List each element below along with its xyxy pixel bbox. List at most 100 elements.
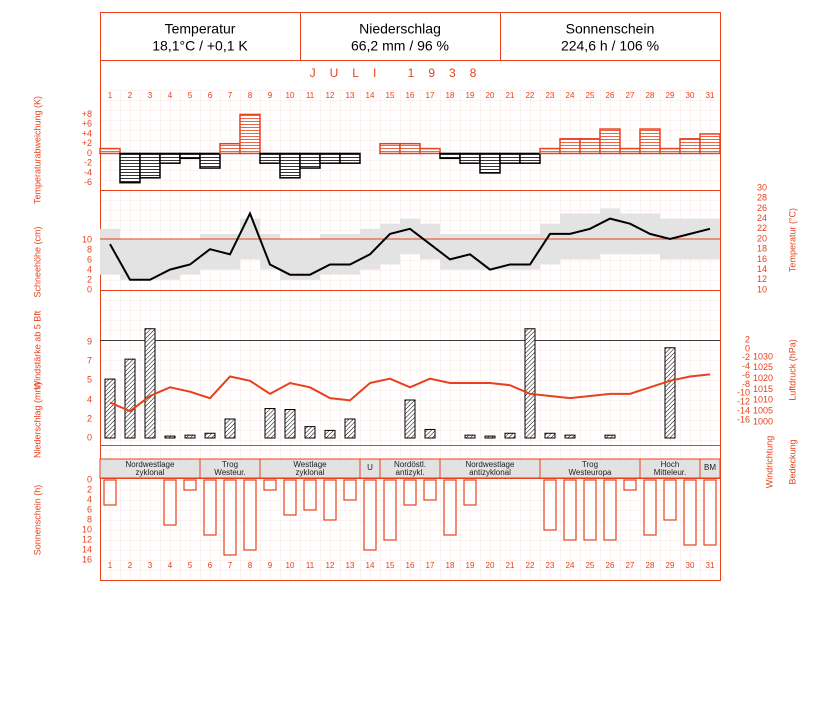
precipitation-bar xyxy=(264,408,276,439)
sunshine-bar xyxy=(363,479,377,551)
day-label: 3 xyxy=(148,561,153,570)
axis-label: Temperaturabweichung (K) xyxy=(32,96,42,204)
tick-label: 9 xyxy=(87,336,92,346)
tick-label: 16 xyxy=(82,554,92,564)
deviation-bar xyxy=(239,113,261,155)
circulation-label: Nordöstl. xyxy=(394,460,426,469)
day-label: 11 xyxy=(306,561,315,570)
axis-label: Niederschlag (mm) xyxy=(32,382,42,458)
day-label: 20 xyxy=(486,91,495,100)
temperature-band xyxy=(340,233,360,275)
circulation-label: Trog xyxy=(222,460,238,469)
deviation-bar xyxy=(639,128,661,155)
day-label: 8 xyxy=(248,91,253,100)
grid xyxy=(100,90,720,580)
tick-label: 5 xyxy=(87,374,92,384)
day-label: 25 xyxy=(586,91,595,100)
tick-label: -4 xyxy=(84,167,92,177)
circulation-box xyxy=(699,458,721,479)
tick-label: +8 xyxy=(82,109,92,119)
temperature-band xyxy=(520,233,540,270)
precipitation-bar xyxy=(304,426,316,439)
tick-label: 1015 xyxy=(753,384,773,394)
sunshine-bar xyxy=(563,479,577,541)
day-label: 23 xyxy=(546,91,555,100)
day-label: 4 xyxy=(168,561,173,570)
deviation-bar xyxy=(559,138,581,155)
day-label: 1 xyxy=(108,91,113,100)
day-label: 29 xyxy=(666,561,675,570)
tick-label: 0 xyxy=(87,284,92,294)
temperature-band xyxy=(460,233,480,270)
tick-label: 24 xyxy=(757,213,767,223)
day-label: 27 xyxy=(626,91,635,100)
tick-label: 1030 xyxy=(753,351,773,361)
precipitation-bar xyxy=(344,418,356,439)
sunshine-bar xyxy=(603,479,617,541)
tick-label: -2 xyxy=(84,158,92,168)
tick-label: 6 xyxy=(87,504,92,514)
tick-label: +6 xyxy=(82,119,92,129)
day-label: 9 xyxy=(268,561,273,570)
sunshine-bar xyxy=(643,479,657,536)
day-label: 2 xyxy=(128,91,133,100)
deviation-bar xyxy=(99,147,121,155)
day-label: 3 xyxy=(148,91,153,100)
tick-label: 10 xyxy=(82,234,92,244)
tick-label: 1020 xyxy=(753,373,773,383)
day-label: 5 xyxy=(188,561,193,570)
tick-label: 1010 xyxy=(753,395,773,405)
tick-label: 10 xyxy=(82,524,92,534)
deviation-bar xyxy=(139,152,161,179)
deviation-bar xyxy=(519,152,541,164)
month-title: JULI 1938 xyxy=(310,66,491,80)
precipitation-bar xyxy=(324,429,336,439)
day-label: 18 xyxy=(446,561,455,570)
precipitation-bar xyxy=(404,399,416,439)
circulation-label: U xyxy=(367,463,373,472)
temperature-band xyxy=(180,239,200,275)
deviation-bar xyxy=(679,138,701,155)
day-label: 28 xyxy=(646,561,655,570)
tick-label: 2 xyxy=(87,274,92,284)
day-label: 14 xyxy=(366,561,375,570)
day-label: 20 xyxy=(486,561,495,570)
precipitation-bar xyxy=(184,434,196,439)
precipitation-bar xyxy=(564,434,576,439)
deviation-bar xyxy=(699,133,721,155)
day-label: 16 xyxy=(406,91,415,100)
deviation-bar xyxy=(579,138,601,155)
temperature-band xyxy=(120,239,140,280)
day-label: 30 xyxy=(686,91,695,100)
tick-label: 18 xyxy=(757,244,767,254)
day-label: 24 xyxy=(566,91,575,100)
day-label: 28 xyxy=(646,91,655,100)
frame xyxy=(100,12,721,581)
sunshine-bar xyxy=(343,479,357,501)
day-label: 4 xyxy=(168,91,173,100)
sunshine-bar xyxy=(303,479,317,511)
circulation-label: zyklonal xyxy=(136,468,165,477)
deviation-bar xyxy=(259,152,281,164)
tick-label: 0 xyxy=(87,148,92,158)
day-label: 15 xyxy=(386,91,395,100)
tick-label: -6 xyxy=(742,370,750,380)
day-label: 7 xyxy=(228,91,233,100)
tick-label: 1005 xyxy=(753,406,773,416)
precipitation-bar xyxy=(164,435,176,439)
day-label: 8 xyxy=(248,561,253,570)
day-label: 26 xyxy=(606,91,615,100)
header-value: 18,1°C / +0,1 K xyxy=(152,38,248,54)
tick-label: 8 xyxy=(87,514,92,524)
tick-label: -4 xyxy=(742,361,750,371)
day-label: 17 xyxy=(426,91,435,100)
deviation-bar xyxy=(659,147,681,155)
sunshine-bar xyxy=(203,479,217,536)
sunshine-bar xyxy=(163,479,177,526)
temperature-band xyxy=(440,233,460,270)
day-label: 14 xyxy=(366,91,375,100)
day-label: 12 xyxy=(326,561,335,570)
sunshine-bar xyxy=(263,479,277,491)
tick-label: 30 xyxy=(757,182,767,192)
day-label: 15 xyxy=(386,561,395,570)
